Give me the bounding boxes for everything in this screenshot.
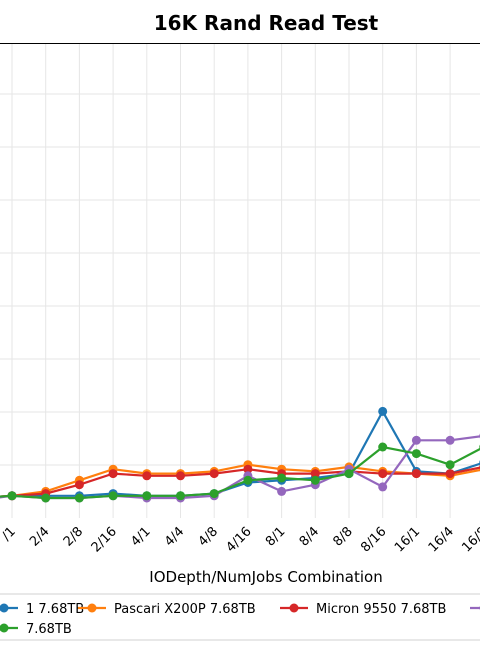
x-tick-label: 8/8 <box>330 524 355 549</box>
data-point <box>445 435 455 445</box>
data-point <box>378 469 388 479</box>
x-tick-label: 16/4 <box>426 524 457 555</box>
data-point <box>209 489 219 499</box>
chart-title: 16K Rand Read Test <box>154 11 379 35</box>
x-tick-label: 4/1 <box>128 524 153 549</box>
x-tick-label: 4/8 <box>196 524 221 549</box>
grid <box>0 44 480 518</box>
data-point <box>176 471 185 481</box>
data-point <box>243 475 253 485</box>
x-axis-label: IODepth/NumJobs Combination <box>149 568 382 586</box>
data-point <box>74 493 84 503</box>
series-line <box>0 435 480 500</box>
legend-item: Pascari X200P 7.68TB <box>78 602 256 617</box>
data-point <box>378 442 388 452</box>
data-point <box>108 491 118 501</box>
x-tick-label: 16/8 <box>459 524 480 555</box>
data-point <box>142 471 152 481</box>
legend-label: Micron 9550 7.68TB <box>316 602 446 617</box>
legend-label: 1 7.68TB <box>26 602 84 617</box>
legend: 1 7.68TB Pascari X200P 7.68TB Micron 9550 … <box>0 593 480 641</box>
data-point <box>445 469 455 479</box>
data-point <box>41 493 51 503</box>
data-point <box>209 469 219 479</box>
legend-label: 7.68TB <box>26 622 72 637</box>
x-tick-label: 8/4 <box>297 524 322 549</box>
data-point <box>310 475 320 485</box>
series-line <box>0 409 480 498</box>
data-point <box>411 469 421 479</box>
x-tick-label: 4/4 <box>162 524 187 549</box>
series-0 <box>0 406 480 501</box>
data-point <box>277 486 287 496</box>
data-point <box>411 449 421 459</box>
x-tick-label: 2/16 <box>89 524 120 555</box>
x-tick-label: 4/16 <box>223 524 254 555</box>
data-point <box>108 469 118 479</box>
series-3 <box>0 433 480 503</box>
series-group <box>0 406 480 503</box>
x-tick-label: 8/16 <box>358 524 389 555</box>
data-point <box>7 491 17 501</box>
data-point <box>176 491 185 501</box>
x-tick-label: 2/4 <box>27 524 52 549</box>
data-point <box>378 406 388 416</box>
x-tick-label: 2/8 <box>61 524 86 549</box>
data-point <box>445 460 455 470</box>
data-point <box>344 469 354 479</box>
x-tick-label: /1 <box>0 524 19 544</box>
legend-swatch-marker <box>289 603 299 613</box>
data-point <box>142 491 152 501</box>
x-tick-label: 8/1 <box>263 524 288 549</box>
x-tick-labels: /1 2/4 2/8 2/16 4/1 4/4 4/8 4/16 8/1 8/4 8/8 8/16 16… <box>0 524 480 555</box>
series-4 <box>0 442 480 503</box>
x-tick-label: 16/1 <box>392 524 423 555</box>
legend-label: Pascari X200P 7.68TB <box>114 602 256 617</box>
legend-item: 1 7.68TB <box>0 602 84 617</box>
data-point <box>243 464 253 474</box>
data-point <box>310 469 320 479</box>
data-point <box>277 473 287 483</box>
legend-item: 7.68TB <box>0 622 72 637</box>
data-point <box>74 480 84 490</box>
legend-frame <box>0 593 480 641</box>
legend-swatch-marker <box>0 603 9 613</box>
legend-swatch-marker <box>87 603 97 613</box>
data-point <box>378 482 388 492</box>
legend-swatch-marker <box>0 623 9 633</box>
data-point <box>411 435 421 445</box>
legend-item: Micron 9550 7.68TB <box>280 602 446 617</box>
